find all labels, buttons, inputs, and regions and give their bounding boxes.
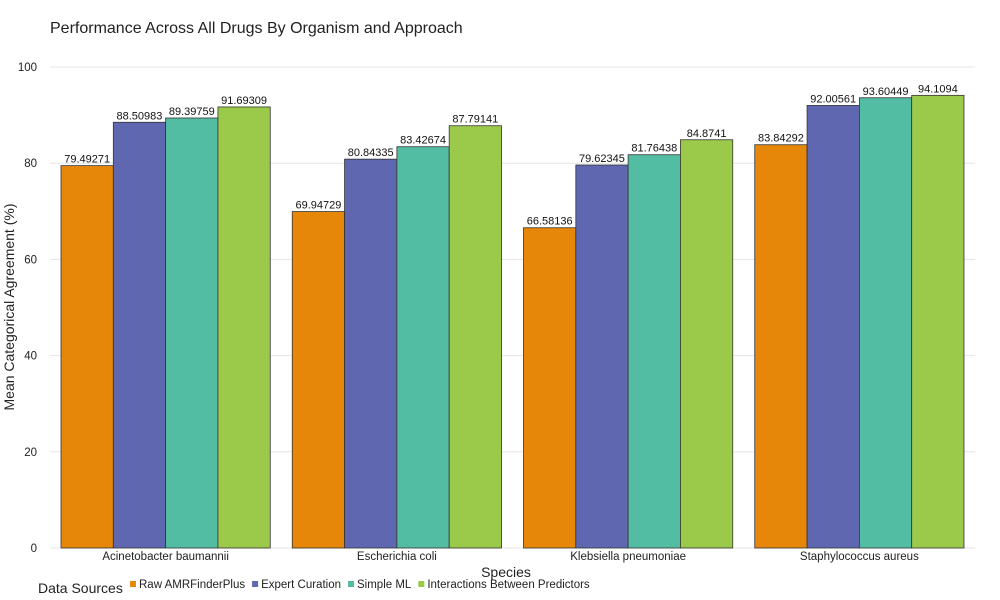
legend: Data Sources Raw AMRFinderPlus Expert Cur… bbox=[38, 579, 590, 596]
bar bbox=[523, 227, 577, 549]
y-tick-label: 60 bbox=[24, 254, 37, 266]
x-tick-label: Staphylococcus aureus bbox=[800, 551, 919, 563]
legend-item-label: Simple ML bbox=[357, 579, 412, 591]
x-tick-label: Escherichia coli bbox=[357, 551, 437, 563]
bar-value-label: 93.60449 bbox=[863, 86, 909, 98]
bar-value-label: 79.49271 bbox=[64, 154, 110, 166]
bar-value-label: 89.39759 bbox=[169, 106, 215, 118]
bar bbox=[291, 211, 345, 549]
bar bbox=[165, 117, 219, 549]
bar bbox=[680, 139, 734, 549]
legend-swatch bbox=[348, 581, 354, 587]
bar bbox=[396, 146, 450, 549]
y-axis-label: Mean Categorical Agreement (%) bbox=[1, 204, 17, 411]
bar-value-label: 88.50983 bbox=[117, 110, 163, 122]
y-tick-label: 0 bbox=[31, 543, 37, 555]
x-tick-label: Klebsiella pneumoniae bbox=[570, 551, 686, 563]
x-tick-label: Acinetobacter baumannii bbox=[102, 551, 229, 563]
bar bbox=[112, 121, 167, 549]
bar bbox=[344, 158, 398, 549]
bar-value-label: 92.00561 bbox=[810, 93, 856, 105]
bar-value-label: 79.62345 bbox=[579, 153, 625, 165]
legend-title: Data Sources bbox=[38, 580, 123, 596]
bar bbox=[858, 97, 913, 549]
bar-value-label: 83.84292 bbox=[758, 133, 804, 145]
x-axis-label: Species bbox=[481, 564, 531, 580]
chart-title: Performance Across All Drugs By Organism… bbox=[50, 20, 463, 37]
bar-value-label: 66.58136 bbox=[527, 216, 573, 228]
y-tick-label: 80 bbox=[24, 158, 37, 170]
legend-item-label: Interactions Between Predictors bbox=[427, 579, 590, 591]
bar-value-label: 91.69309 bbox=[221, 95, 267, 107]
bar-value-label: 69.94729 bbox=[295, 200, 341, 212]
y-tick-label: 40 bbox=[24, 351, 37, 363]
bar bbox=[217, 106, 271, 549]
y-axis-ticks: 0 20 40 60 80 100 bbox=[18, 62, 37, 555]
bar-value-label: 87.79141 bbox=[452, 114, 498, 126]
bar bbox=[60, 165, 114, 549]
bar bbox=[627, 154, 681, 549]
bar bbox=[806, 105, 860, 549]
bar-value-label: 83.42674 bbox=[400, 135, 446, 147]
legend-swatch bbox=[418, 581, 425, 587]
x-axis-ticks: Acinetobacter baumannii Escherichia coli K… bbox=[102, 551, 919, 563]
y-tick-label: 20 bbox=[24, 447, 37, 459]
bar bbox=[575, 164, 629, 549]
bar bbox=[448, 125, 502, 549]
bar-value-label: 84.8741 bbox=[687, 128, 727, 140]
legend-swatch bbox=[130, 581, 136, 587]
legend-swatch bbox=[252, 581, 259, 587]
bar-value-label: 94.1094 bbox=[918, 83, 958, 95]
bars bbox=[60, 94, 965, 549]
bar-value-label: 80.84335 bbox=[348, 147, 394, 159]
y-tick-label: 100 bbox=[18, 62, 37, 74]
legend-item-label: Expert Curation bbox=[261, 579, 341, 591]
legend-item-label: Raw AMRFinderPlus bbox=[139, 579, 245, 591]
bar bbox=[754, 144, 808, 549]
bar bbox=[911, 94, 965, 549]
bar-labels: 79.49271 88.50983 89.39759 91.69309 69.94729… bbox=[64, 83, 958, 227]
bar-value-label: 81.76438 bbox=[631, 143, 677, 155]
